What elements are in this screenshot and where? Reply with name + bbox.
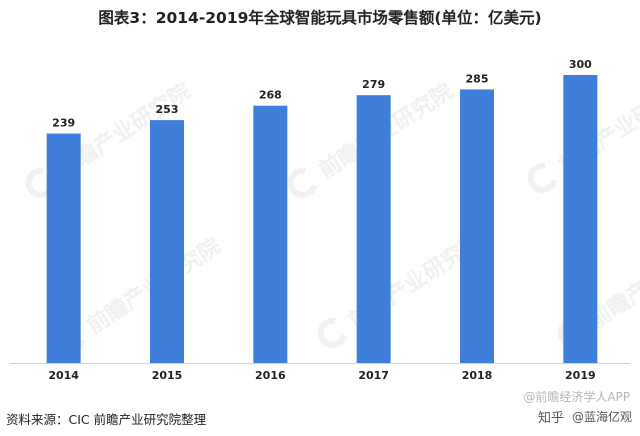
bar-value-label: 268	[259, 89, 282, 102]
bar	[563, 75, 598, 363]
credit: 知乎 @蓝海亿观	[538, 407, 632, 426]
x-tick-label: 2019	[565, 369, 596, 382]
bar	[356, 95, 391, 363]
bar-value-label: 253	[156, 103, 179, 116]
bar-value-label: 239	[52, 117, 75, 130]
bar	[460, 89, 494, 364]
credit-name: @蓝海亿观	[571, 410, 632, 424]
source-note: 资料来源：CIC 前瞻产业研究院整理	[6, 412, 207, 427]
bar-value-label: 279	[362, 78, 385, 91]
x-tick-label: 2015	[152, 369, 183, 382]
bar	[150, 120, 184, 364]
app-watermark: @前瞻经济学人APP	[523, 390, 630, 404]
bar	[46, 133, 81, 363]
x-tick-label: 2018	[462, 369, 493, 382]
x-tick-label: 2017	[358, 369, 389, 382]
chart-title: 图表3：2014-2019年全球智能玩具市场零售额(单位：亿美元)	[98, 9, 542, 27]
bar-value-label: 300	[569, 58, 592, 71]
x-tick-label: 2016	[255, 369, 286, 382]
bar	[253, 105, 288, 363]
x-tick-label: 2014	[48, 369, 79, 382]
bar-value-label: 285	[466, 72, 489, 85]
credit-prefix: 知乎	[537, 411, 564, 426]
